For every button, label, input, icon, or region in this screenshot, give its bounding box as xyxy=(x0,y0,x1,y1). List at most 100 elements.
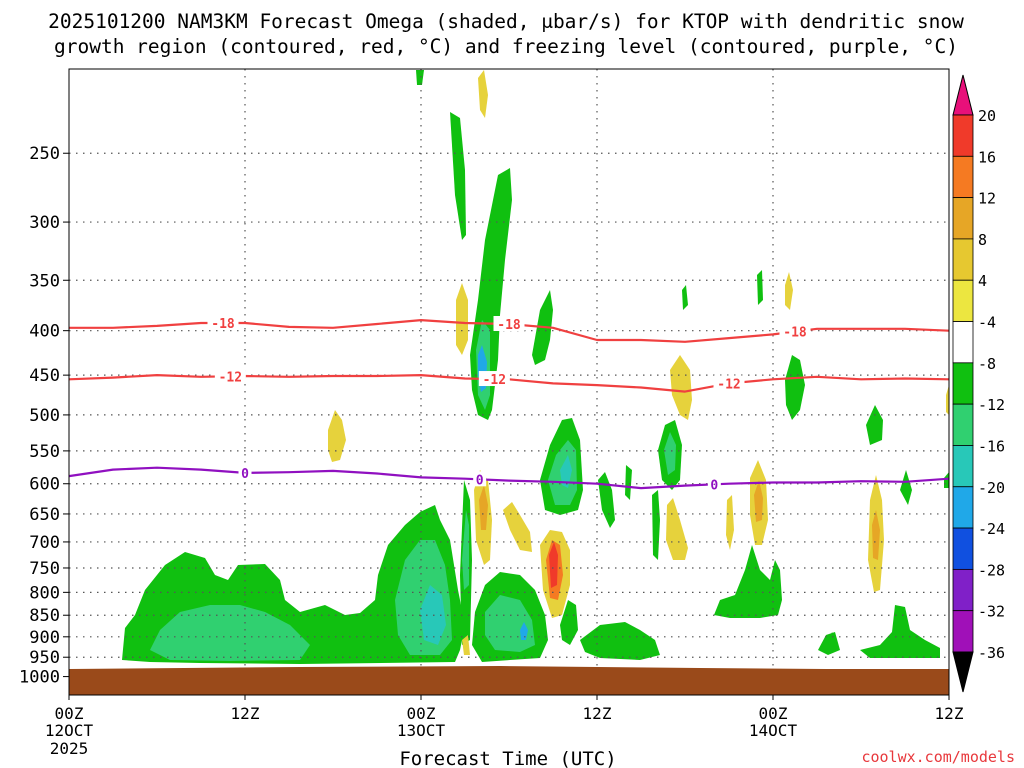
y-tick-label: 600 xyxy=(29,475,60,495)
colorbar-label: -16 xyxy=(978,437,1005,455)
omega-region xyxy=(462,510,469,590)
terrain-surface xyxy=(69,666,949,695)
credit-text: coolwx.com/models xyxy=(861,748,1015,766)
y-tick-label: 550 xyxy=(29,442,60,462)
colorbar-segment xyxy=(952,321,974,364)
plot-frame xyxy=(68,68,950,696)
colorbar-segment xyxy=(952,362,974,405)
omega-region xyxy=(754,480,763,522)
omega-region xyxy=(664,432,676,475)
colorbar-label: -20 xyxy=(978,479,1005,497)
colorbar-label: -36 xyxy=(978,644,1005,662)
omega-region xyxy=(866,405,883,445)
omega-shading xyxy=(122,70,949,664)
y-tick-label: 850 xyxy=(29,606,60,626)
chart-title-line2: growth region (contoured, red, °C) and f… xyxy=(54,35,958,58)
omega-region xyxy=(560,455,572,488)
contour-label-bg xyxy=(207,315,239,331)
colorbar-segment xyxy=(952,486,974,529)
colorbar-label: -8 xyxy=(978,355,996,373)
colorbar-label: -32 xyxy=(978,603,1005,621)
y-tick-label: 350 xyxy=(29,271,60,291)
temperature-contours: -18 -18 -18 -12 -12 -12 0 0 0 xyxy=(68,315,950,493)
contour-label-bg xyxy=(214,368,246,384)
contour-label-bg xyxy=(473,471,487,487)
omega-region xyxy=(682,285,688,310)
omega-region xyxy=(580,622,660,660)
omega-region xyxy=(598,472,615,528)
x-tick-label: 12Z xyxy=(935,704,964,723)
contour-label: -18 xyxy=(211,317,235,332)
colorbar-bottom-arrow xyxy=(952,651,974,693)
y-tick-label: 300 xyxy=(29,213,60,233)
omega-region xyxy=(757,270,763,305)
x-tick-date-label: 14OCT xyxy=(749,721,798,740)
colorbar-label: 4 xyxy=(978,272,987,290)
y-tick-label: 250 xyxy=(29,144,60,164)
contour-label: 0 xyxy=(710,478,718,493)
omega-region xyxy=(560,600,578,645)
contour-label: -12 xyxy=(219,370,242,385)
colorbar-segment xyxy=(952,610,974,653)
colorbar-label: 16 xyxy=(978,148,996,166)
colorbar-label: -12 xyxy=(978,396,1005,414)
y-tick-label: 700 xyxy=(29,533,60,553)
contour-label: 0 xyxy=(476,473,484,488)
colorbar-segment xyxy=(952,279,974,322)
pressure-axis: 2503003504004505005506006507007508008509… xyxy=(19,144,69,688)
y-tick-label: 450 xyxy=(29,366,60,386)
colorbar-segment xyxy=(952,403,974,446)
contour-freezing_level xyxy=(68,466,950,490)
omega-region xyxy=(520,622,528,640)
colorbar-segment xyxy=(952,527,974,570)
omega-region xyxy=(450,112,466,240)
omega-region xyxy=(785,272,793,310)
omega-region xyxy=(714,545,782,618)
contour-label-bg xyxy=(713,375,745,391)
contour-label: -18 xyxy=(497,318,521,333)
contour-label: -12 xyxy=(717,377,740,392)
omega-region xyxy=(726,495,734,550)
x-tick-label: 12Z xyxy=(583,704,612,723)
colorbar-label: 12 xyxy=(978,190,996,208)
x-tick-label: 12Z xyxy=(231,704,260,723)
omega-region xyxy=(785,355,805,420)
contour-label-bg xyxy=(493,316,525,332)
y-tick-label: 500 xyxy=(29,406,60,426)
omega-region xyxy=(860,605,940,658)
omega-region xyxy=(946,385,949,415)
contour-label-bg xyxy=(478,371,510,387)
colorbar-segment xyxy=(952,568,974,612)
y-tick-label: 800 xyxy=(29,583,60,603)
omega-region xyxy=(462,635,470,655)
omega-region xyxy=(456,283,468,355)
x-tick-date-label: 13OCT xyxy=(397,721,446,740)
colorbar-segment xyxy=(952,238,974,281)
omega-region xyxy=(486,215,500,330)
contour-label-bg xyxy=(707,476,721,492)
colorbar-label: -4 xyxy=(978,314,996,332)
colorbar-label: 8 xyxy=(978,231,987,249)
colorbar-segment xyxy=(952,114,974,157)
omega-region xyxy=(416,70,424,85)
x-tick-date-label: 12OCT xyxy=(45,721,94,740)
omega-region xyxy=(625,465,632,500)
colorbar-segment xyxy=(952,155,974,199)
colorbar-label: -24 xyxy=(978,520,1005,538)
y-tick-label: 950 xyxy=(29,648,60,668)
y-tick-label: 400 xyxy=(29,322,60,342)
contour-label-bg xyxy=(238,464,252,480)
colorbar-label: -28 xyxy=(978,561,1005,579)
colorbar-segment xyxy=(952,445,974,488)
colorbar-segment xyxy=(952,197,974,240)
x-tick-year-label: 2025 xyxy=(50,739,89,758)
omega-region xyxy=(670,355,692,420)
contour-label: -18 xyxy=(783,326,807,341)
colorbar-top-arrow xyxy=(952,74,974,116)
contour-label-bg xyxy=(779,323,811,339)
omega-region xyxy=(828,632,836,645)
chart-title-line1: 2025101200 NAM3KM Forecast Omega (shaded… xyxy=(48,10,964,33)
x-tick-label: 00Z xyxy=(759,704,788,723)
